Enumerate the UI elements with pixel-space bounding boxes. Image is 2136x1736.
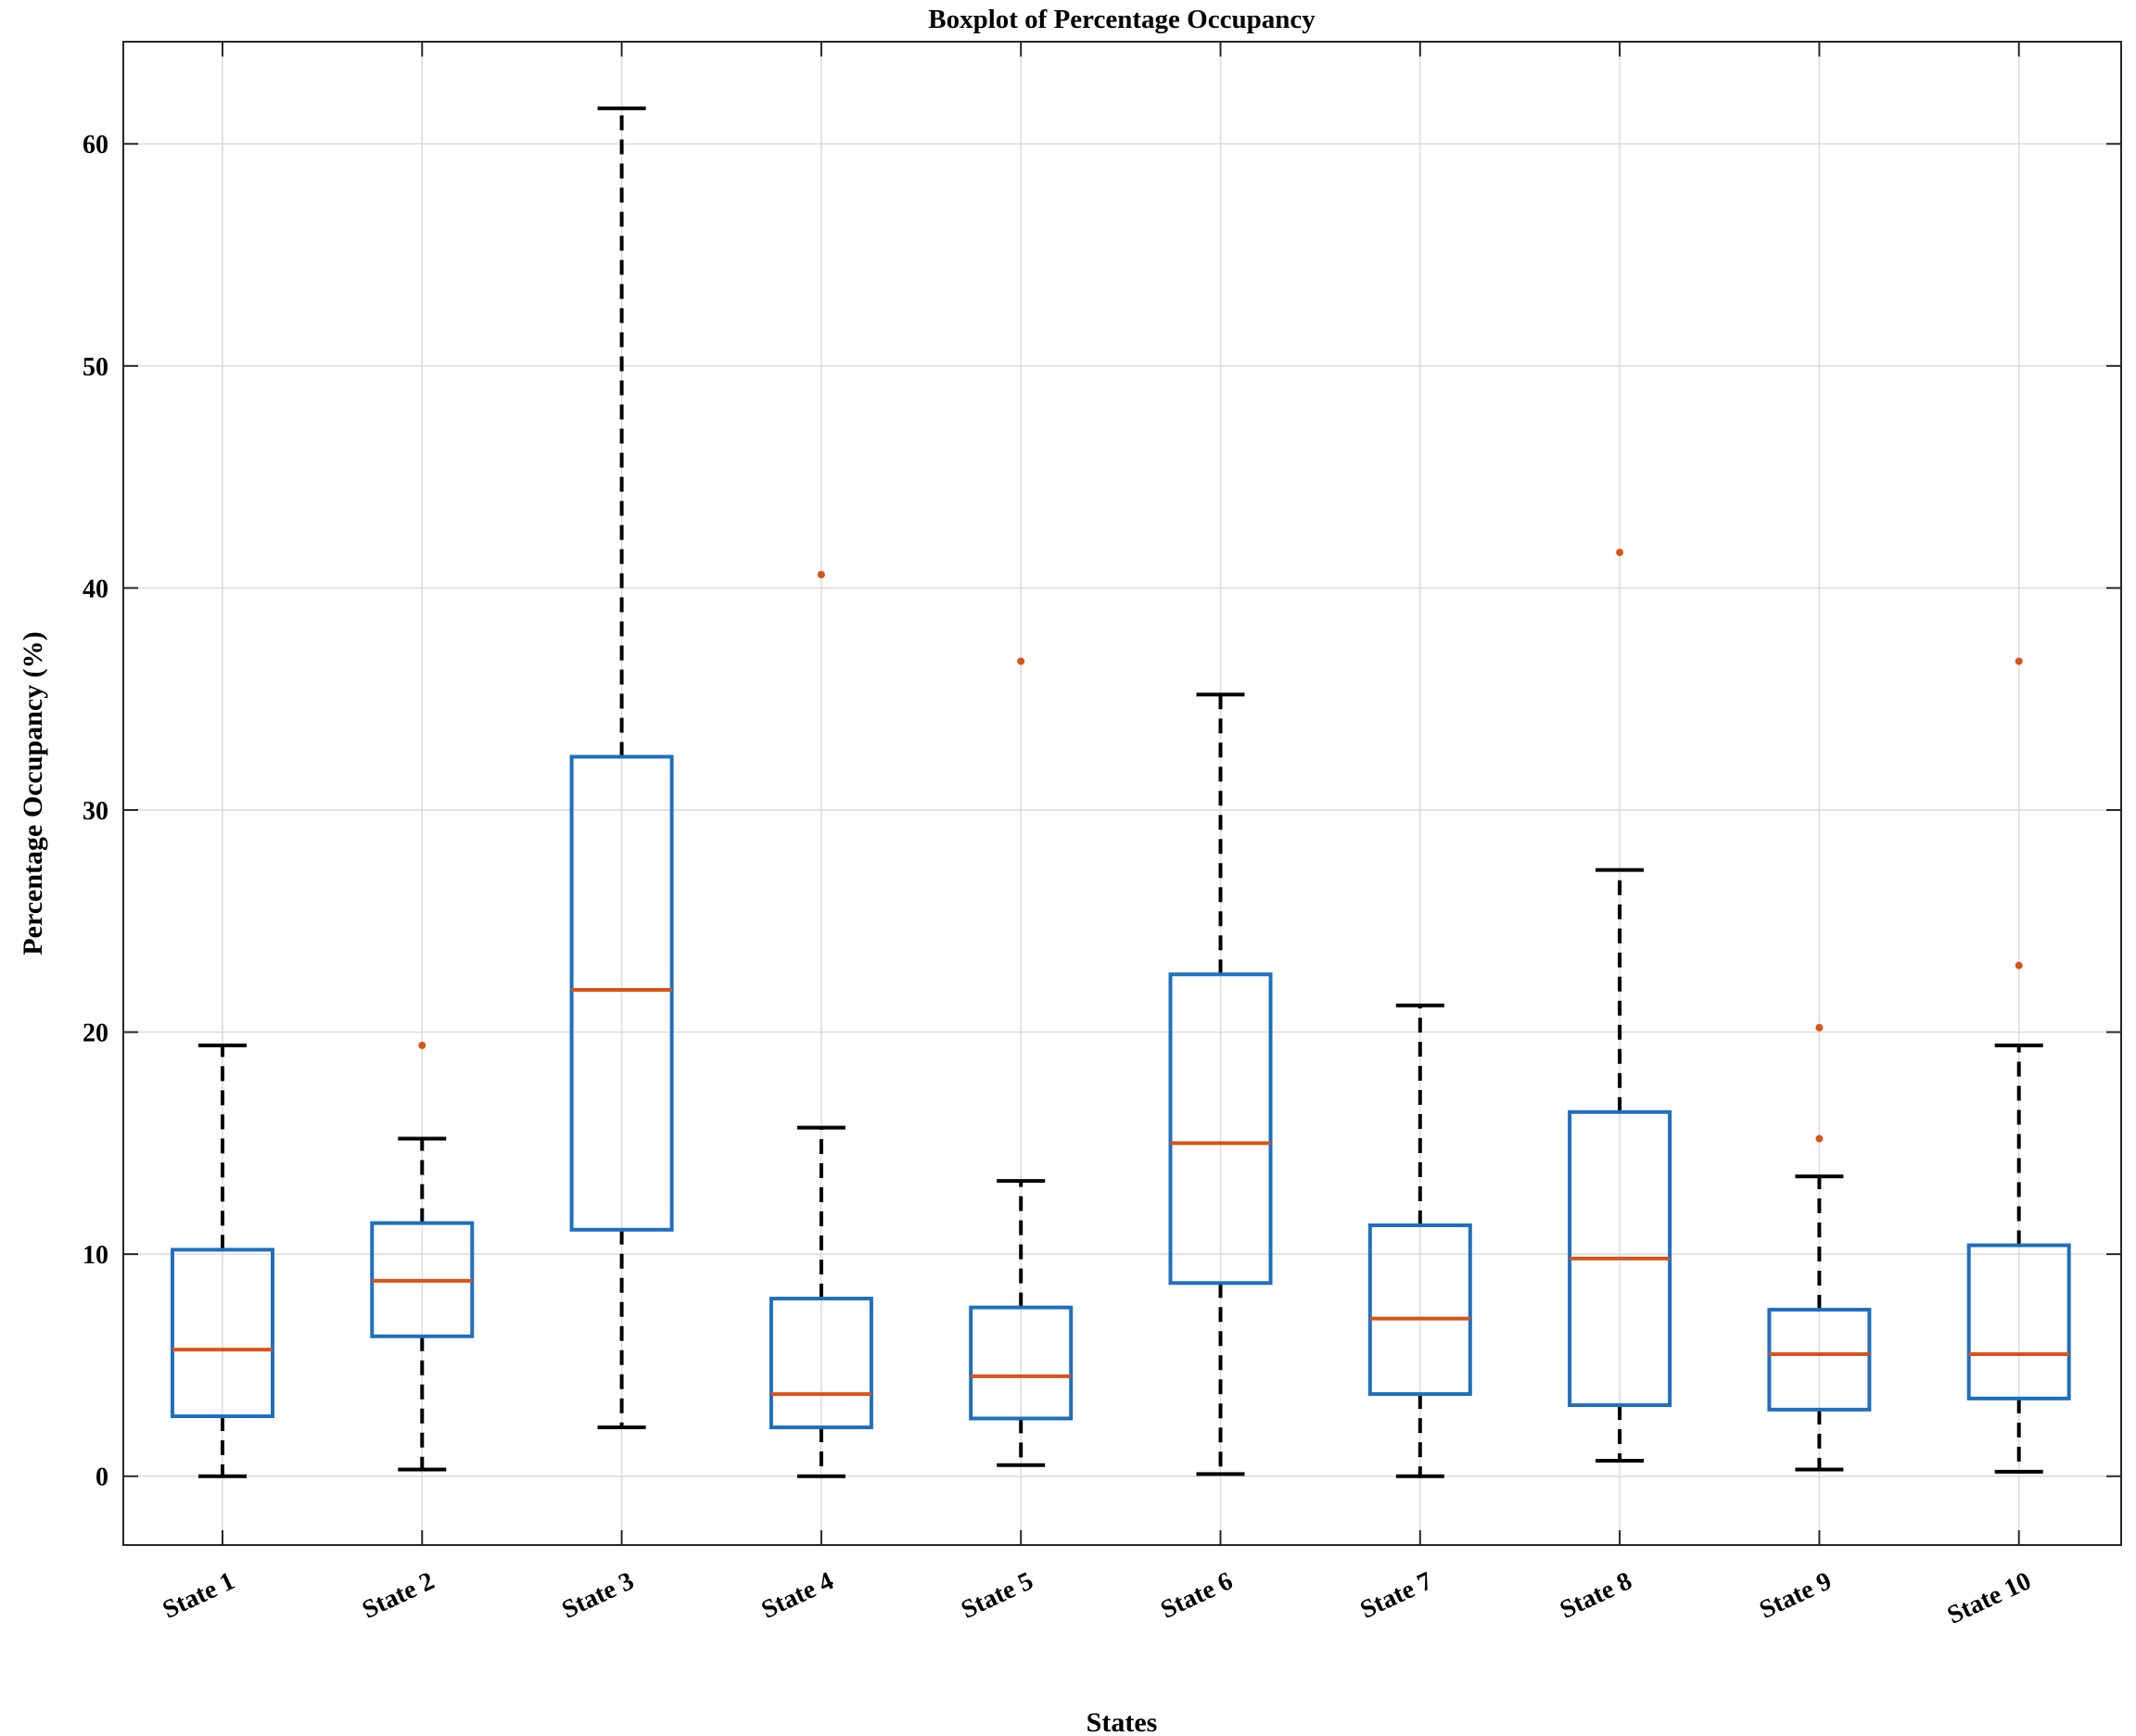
box-group-5: [969, 657, 1074, 1467]
y-tick-label: 0: [95, 1464, 108, 1492]
iqr-box: [1367, 1223, 1472, 1397]
y-tick-label: 30: [83, 797, 108, 826]
iqr-box: [769, 1297, 873, 1430]
iqr-box: [171, 1248, 274, 1419]
y-tick-label: 60: [83, 131, 108, 159]
box-group-7: [1367, 1003, 1472, 1478]
y-tick-label: 40: [83, 575, 108, 603]
outlier-point: [2015, 961, 2023, 969]
box-group-10: [1966, 657, 2071, 1474]
outlier-point: [418, 1041, 426, 1049]
outlier-point: [1815, 1134, 1824, 1143]
outlier-point: [1017, 657, 1025, 665]
chart-title: Boxplot of Percentage Occupancy: [928, 5, 1316, 34]
y-tick-label: 20: [83, 1020, 108, 1048]
box-group-1: [171, 1043, 274, 1478]
box-group-6: [1168, 692, 1273, 1476]
outlier-point: [1616, 549, 1624, 557]
y-tick-label: 10: [83, 1241, 108, 1270]
plot-marks: [171, 106, 2071, 1478]
box-group-8: [1568, 549, 1672, 1463]
iqr-box: [1168, 972, 1273, 1286]
iqr-box: [969, 1305, 1074, 1421]
plot-frame: [122, 41, 2122, 1546]
y-tick-label: 50: [83, 353, 108, 382]
outlier-point: [817, 571, 825, 579]
iqr-box: [569, 754, 674, 1232]
x-axis-label: States: [1087, 1707, 1158, 1736]
box-group-9: [1767, 1023, 1872, 1472]
box-group-4: [769, 571, 873, 1478]
y-axis-label: Percentage Occupancy (%): [18, 631, 48, 955]
iqr-box: [1767, 1308, 1872, 1412]
outlier-point: [1815, 1023, 1824, 1032]
outlier-point: [2015, 657, 2023, 665]
iqr-box: [1966, 1243, 2071, 1400]
box-group-2: [370, 1041, 475, 1472]
box-group-3: [569, 106, 674, 1430]
